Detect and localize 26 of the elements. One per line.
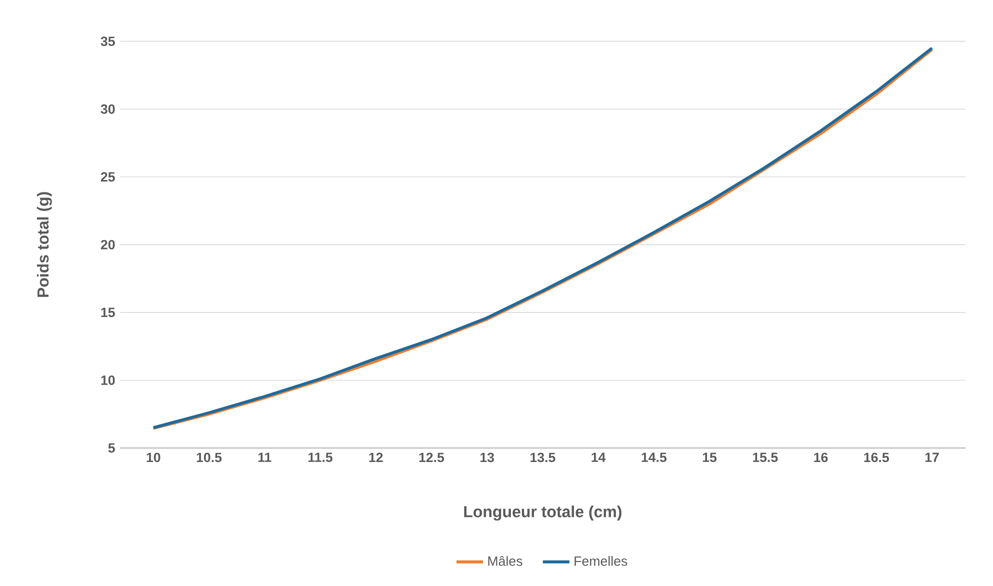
x-tick-label: 16 [814, 452, 828, 462]
y-tick-label: 35 [100, 36, 115, 46]
x-tick-label: 10.5 [196, 452, 222, 462]
x-tick-label: 17 [925, 452, 939, 462]
y-axis-title: Poids total (g) [36, 192, 52, 297]
x-tick-label: 16.5 [864, 452, 889, 462]
x-tick-label: 13 [480, 452, 494, 462]
y-tick-label: 25 [100, 172, 115, 182]
y-tick-label: 15 [101, 308, 115, 318]
x-tick-label: 15 [702, 452, 717, 462]
y-tick-label: 30 [100, 104, 115, 114]
x-tick-label: 15.5 [752, 452, 778, 462]
x-tick-label: 10 [146, 452, 160, 462]
x-tick-label: 12.5 [419, 452, 444, 462]
x-tick-label: 13.5 [530, 452, 556, 462]
x-axis-title: Longueur totale (cm) [464, 506, 622, 521]
x-tick-label: 14.5 [642, 452, 667, 462]
legend-label: Mâles [488, 556, 522, 566]
x-tick-label: 12 [369, 452, 383, 462]
y-tick-label: 5 [108, 443, 115, 453]
y-tick-label: 20 [100, 240, 115, 250]
legend-label: Femelles [574, 556, 628, 566]
y-tick-label: 10 [101, 376, 115, 385]
x-tick-label: 11.5 [308, 452, 332, 462]
x-tick-label: 14 [592, 452, 606, 462]
x-tick-label: 11 [258, 452, 272, 462]
